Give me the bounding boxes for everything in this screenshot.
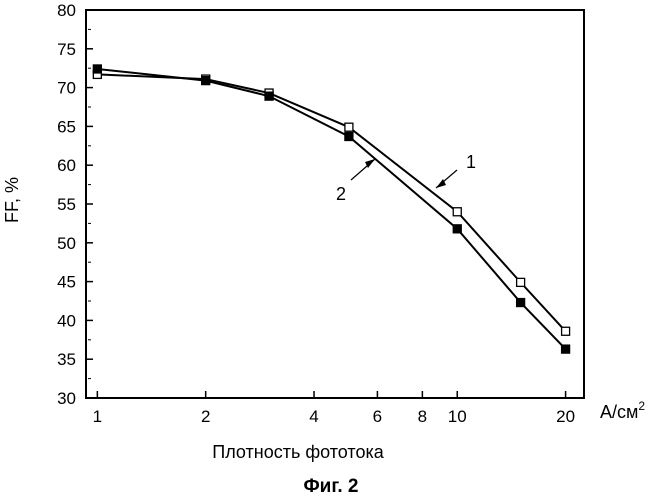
x-tick-label: 10 — [448, 407, 467, 426]
y-axis-label: FF, % — [2, 177, 22, 223]
series-1-tag: 1 — [466, 152, 476, 172]
x-tick-label: 1 — [93, 407, 102, 426]
series-1-line — [97, 73, 567, 332]
series-2-point — [560, 344, 571, 354]
series-2-point — [452, 224, 462, 234]
x-tick-label: 8 — [418, 407, 427, 426]
series-layer — [92, 64, 571, 354]
x-tick-label: 6 — [373, 407, 382, 426]
series-1-point — [452, 207, 462, 217]
y-tick-label: 65 — [57, 117, 76, 136]
series-2-point — [344, 131, 354, 142]
x-axis-label: Плотность фототока — [212, 442, 384, 462]
series-2-point — [92, 64, 102, 74]
series-2-line — [97, 67, 567, 350]
series-1-point — [344, 122, 354, 132]
x-tick-label: 4 — [309, 407, 318, 426]
y-tick-label: 55 — [57, 195, 76, 214]
y-tick-label: 80 — [57, 1, 76, 20]
figure-caption: Фиг. 2 — [303, 476, 358, 497]
series-2-point — [515, 297, 526, 308]
y-tick-label: 40 — [57, 311, 76, 330]
series-2-point — [201, 75, 211, 86]
x-tick-label: 20 — [556, 407, 575, 426]
series-1-point — [560, 326, 571, 336]
series-1-callout-arrowhead — [436, 179, 446, 188]
y-tick-label: 60 — [57, 156, 76, 175]
y-tick-label: 70 — [57, 79, 76, 98]
y-tick-label: 45 — [57, 273, 76, 292]
x-axis: 1 2 4 6 8 10 20 — [93, 391, 575, 426]
x-unit-label: A/см2 — [600, 399, 645, 422]
series-2-point — [264, 91, 274, 101]
x-tick-label: 2 — [201, 407, 210, 426]
y-tick-label: 35 — [57, 350, 76, 369]
y-axis: 30 35 40 45 50 55 60 65 70 75 80 — [57, 1, 93, 408]
y-tick-label: 50 — [57, 234, 76, 253]
plot-frame — [85, 9, 585, 399]
series-2-tag: 2 — [336, 184, 346, 204]
series-2-callout-arrowhead — [365, 159, 375, 168]
y-tick-label: 30 — [57, 389, 76, 408]
series-1-point — [515, 277, 526, 288]
y-tick-label: 75 — [57, 40, 76, 59]
